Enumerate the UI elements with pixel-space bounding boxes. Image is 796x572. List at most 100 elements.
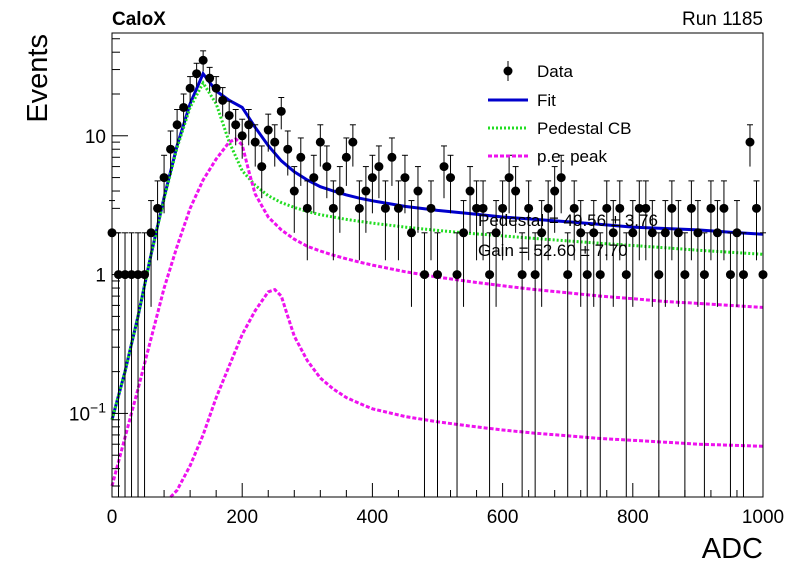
data-point	[380, 180, 390, 261]
data-point	[719, 180, 729, 261]
data-point	[231, 108, 241, 146]
data-point	[465, 166, 475, 233]
data-point	[146, 200, 156, 307]
x-tick-label: 800	[617, 507, 649, 528]
data-point	[374, 145, 384, 199]
data-point	[582, 232, 592, 497]
data-point-marker	[140, 270, 150, 280]
data-point	[205, 66, 215, 92]
data-point	[419, 232, 429, 497]
data-point-marker	[335, 186, 345, 196]
data-point	[608, 200, 618, 307]
legend-item-data: Data	[503, 61, 573, 81]
data-point-marker	[628, 228, 638, 238]
data-point-marker	[725, 270, 735, 280]
legend-pedestal-label: Pedestal CB	[537, 119, 632, 138]
data-point-marker	[348, 137, 358, 147]
run-label: Run 1185	[682, 9, 763, 30]
data-point-marker	[647, 228, 657, 238]
data-point-marker	[283, 144, 293, 154]
curve-p-e-peak-1	[110, 137, 764, 487]
data-point	[179, 93, 189, 125]
data-point-marker	[218, 95, 228, 105]
data-point	[751, 180, 761, 261]
data-point-marker	[556, 173, 566, 183]
data-point-marker	[745, 137, 755, 147]
data-point	[309, 154, 319, 214]
data-point-marker	[680, 270, 690, 280]
data-point-marker	[472, 203, 482, 213]
data-point-marker	[309, 173, 319, 183]
data-point	[491, 200, 501, 307]
data-point	[459, 200, 469, 307]
data-point	[654, 232, 664, 497]
data-point-marker	[354, 203, 364, 213]
x-tick-label: 200	[226, 507, 258, 528]
data-point	[615, 180, 625, 261]
data-point-marker	[699, 270, 709, 280]
data-point	[712, 200, 722, 307]
data-point-marker	[732, 228, 742, 238]
data-point	[673, 200, 683, 307]
data-point	[276, 96, 286, 130]
data-point-marker	[185, 83, 195, 93]
legend-item-pe-peak: p.e. peak	[488, 147, 607, 166]
data-point-marker	[361, 186, 371, 196]
data-point-marker	[595, 270, 605, 280]
data-point-marker	[263, 125, 273, 135]
data-point	[504, 154, 514, 214]
data-point-marker	[641, 203, 651, 213]
fit-stats-box: Pedestal = 49.56 ± 3.76 Gain = 52.60 ± 7…	[478, 211, 658, 260]
legend-data-label: Data	[537, 62, 573, 81]
data-point	[322, 145, 332, 199]
data-point-marker	[433, 270, 442, 280]
data-point	[328, 180, 338, 261]
data-point	[725, 232, 735, 497]
data-point-marker	[244, 120, 254, 130]
data-point-marker	[146, 228, 156, 238]
data-point-marker	[589, 228, 599, 238]
data-point-marker	[576, 228, 586, 238]
data-point-marker	[706, 203, 716, 213]
plot-frame	[111, 32, 764, 498]
data-point	[524, 180, 534, 261]
legend-item-pedestal: Pedestal CB	[488, 119, 632, 138]
data-point	[478, 180, 488, 261]
data-point	[289, 166, 299, 233]
data-point	[354, 180, 364, 261]
data-point	[595, 232, 605, 497]
data-point-marker	[602, 203, 612, 213]
data-point	[211, 76, 221, 103]
stat-pedestal: Pedestal = 49.56 ± 3.76	[478, 211, 658, 230]
legend: Data Fit Pedestal CB p.e. peak	[488, 61, 632, 166]
legend-data-marker	[503, 66, 513, 76]
data-point	[192, 62, 202, 87]
data-point-marker	[615, 203, 625, 213]
data-point-marker	[179, 102, 189, 112]
data-point-marker	[367, 173, 377, 183]
data-point	[537, 200, 547, 307]
data-point	[296, 137, 306, 186]
data-point	[270, 124, 280, 167]
x-tick-label: 1000	[742, 507, 784, 528]
data-point-marker	[205, 73, 215, 83]
data-point-marker	[276, 106, 286, 116]
data-point-marker	[250, 137, 260, 147]
x-tick-label: 0	[107, 507, 118, 528]
data-point-marker	[374, 162, 384, 172]
data-point-marker	[634, 203, 644, 213]
data-point	[153, 180, 163, 261]
data-point-marker	[511, 186, 521, 196]
data-point	[452, 232, 462, 497]
data-point-marker	[452, 270, 462, 280]
data-point-marker	[465, 186, 475, 196]
data-point-marker	[524, 203, 534, 213]
data-point-marker	[231, 120, 241, 130]
axes-layer: 0 200 400 600 800 1000 10−1 1 10	[69, 38, 784, 528]
data-point	[634, 180, 644, 261]
data-point	[244, 108, 254, 146]
data-point-marker	[166, 144, 176, 154]
data-point	[550, 166, 560, 233]
data-point	[140, 232, 150, 497]
